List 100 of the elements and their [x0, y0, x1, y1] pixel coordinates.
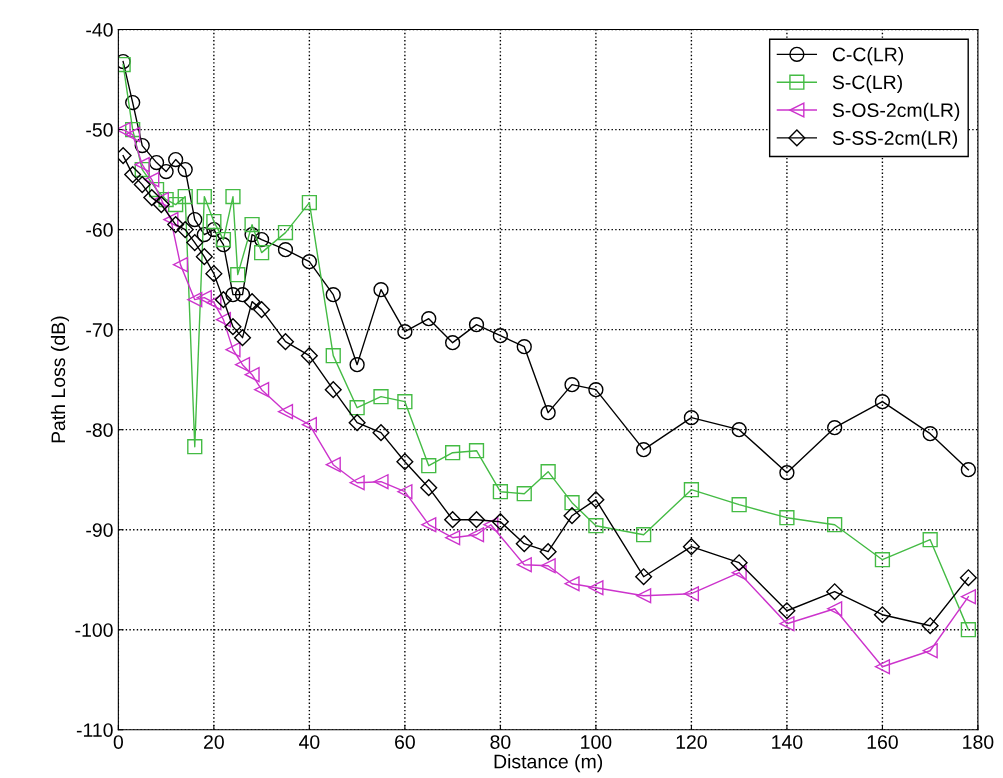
- point: [325, 457, 341, 473]
- point: [960, 589, 977, 605]
- point: [233, 329, 252, 347]
- point: [636, 442, 652, 458]
- point: [539, 543, 557, 561]
- point: [187, 439, 203, 455]
- legend-label: S-OS-2cm(LR): [832, 102, 960, 121]
- point: [300, 347, 318, 365]
- point: [922, 532, 938, 548]
- point: [922, 643, 938, 659]
- point: [195, 248, 213, 266]
- point: [214, 291, 232, 309]
- point: [348, 414, 366, 432]
- point: [397, 324, 413, 340]
- point: [324, 381, 342, 399]
- point: [959, 569, 977, 587]
- legend-label: S-SS-2cm(LR): [832, 130, 958, 149]
- point: [125, 121, 141, 138]
- point: [277, 404, 294, 420]
- point: [163, 211, 179, 228]
- point: [636, 588, 652, 604]
- point: [225, 188, 241, 205]
- point: [731, 497, 747, 513]
- point: [373, 281, 389, 298]
- point: [244, 367, 260, 383]
- point: [148, 181, 165, 198]
- point: [827, 601, 843, 617]
- point: [277, 224, 294, 241]
- point: [373, 389, 389, 405]
- y-tick-label: -90: [86, 523, 113, 537]
- point: [230, 266, 246, 283]
- point: [276, 333, 295, 351]
- point: [515, 535, 533, 553]
- y-tick-label: -50: [86, 123, 113, 137]
- point: [874, 659, 891, 675]
- point: [922, 426, 938, 442]
- point: [874, 394, 891, 410]
- point: [325, 287, 341, 303]
- point: [635, 568, 653, 586]
- point: [730, 554, 748, 572]
- point: [158, 191, 174, 208]
- point: [420, 479, 438, 497]
- legend-label: C-C(LR): [832, 47, 904, 66]
- point: [253, 301, 271, 319]
- point: [243, 293, 261, 311]
- x-tick-label: 20: [204, 735, 224, 749]
- x-tick-label: 0: [113, 735, 123, 749]
- point: [779, 465, 795, 481]
- point: [588, 580, 604, 596]
- x-tick-label: 120: [676, 735, 707, 749]
- point: [172, 256, 189, 273]
- point: [244, 216, 260, 233]
- y-tick-label: -40: [86, 23, 113, 37]
- point: [148, 154, 165, 171]
- point: [444, 511, 462, 529]
- point: [468, 317, 485, 333]
- x-tick-label: 100: [581, 735, 612, 749]
- x-tick-label: 60: [395, 735, 415, 749]
- point: [215, 231, 232, 248]
- point: [483, 517, 499, 533]
- y-axis-title: Path Loss (dB): [50, 316, 70, 443]
- point: [492, 484, 509, 500]
- point: [564, 495, 580, 511]
- point: [206, 221, 222, 238]
- point: [196, 226, 212, 243]
- point: [177, 161, 193, 178]
- y-tick-label: -100: [75, 623, 113, 637]
- point: [682, 538, 700, 556]
- point: [921, 617, 939, 635]
- point: [372, 424, 390, 442]
- point: [301, 194, 318, 211]
- point: [683, 482, 700, 498]
- point: [168, 196, 184, 213]
- point: [134, 161, 150, 178]
- point: [779, 616, 795, 632]
- point: [491, 513, 509, 531]
- point: [134, 137, 150, 154]
- point: [215, 236, 232, 253]
- point: [421, 517, 437, 533]
- point: [468, 443, 485, 459]
- point: [196, 290, 212, 306]
- y-tick-label: -60: [86, 223, 113, 237]
- point: [421, 458, 437, 474]
- point: [186, 234, 204, 252]
- point: [588, 518, 604, 534]
- point: [187, 292, 203, 308]
- point: [827, 517, 843, 533]
- point: [397, 484, 413, 500]
- point: [301, 253, 318, 270]
- point: [177, 188, 193, 205]
- point: [144, 171, 160, 188]
- point: [206, 295, 222, 311]
- point: [134, 156, 150, 173]
- point: [205, 265, 223, 283]
- point: [467, 511, 486, 529]
- point: [277, 241, 294, 258]
- point: [421, 311, 437, 327]
- point: [234, 287, 251, 303]
- y-tick-label: -110: [76, 723, 113, 737]
- point: [349, 475, 365, 491]
